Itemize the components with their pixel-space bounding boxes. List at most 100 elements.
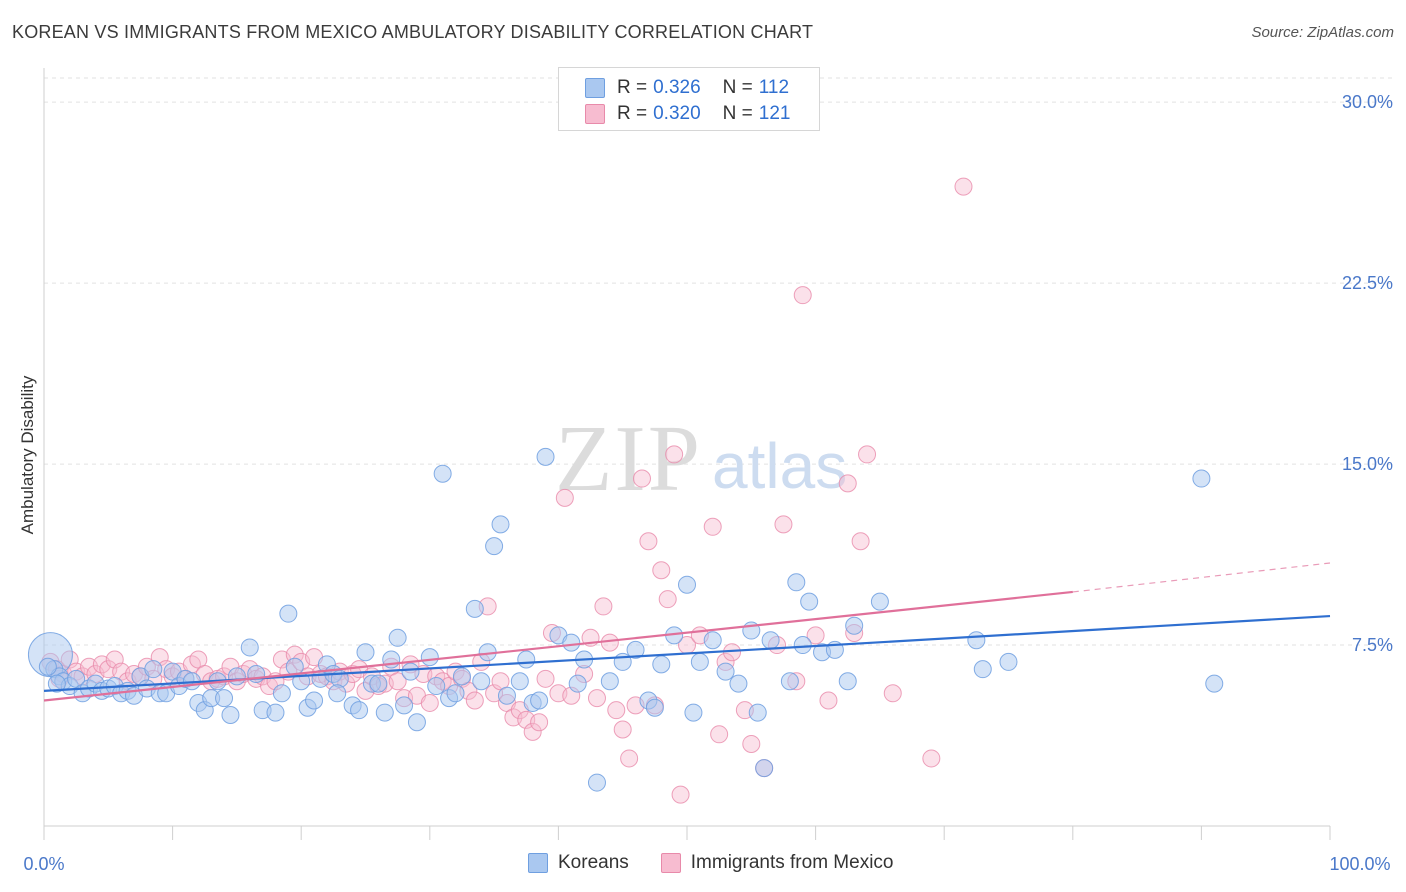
- y-tick-label: 30.0%: [1342, 92, 1393, 112]
- data-point-korean: [787, 573, 806, 592]
- legend-row-mexico: R = 0.320 N = 121: [585, 102, 790, 126]
- data-point-korean: [684, 703, 703, 722]
- legend-n-label: N =: [722, 103, 753, 124]
- data-point-korean: [600, 672, 619, 691]
- legend-swatch-mexico: [585, 104, 605, 124]
- data-point-korean: [369, 674, 388, 693]
- data-point-korean: [587, 773, 606, 792]
- data-point-mexico: [620, 749, 639, 768]
- legend-r-value-mexico: 0.320: [653, 103, 701, 124]
- y-tick-label: 7.5%: [1352, 635, 1393, 655]
- data-point-korean: [530, 691, 549, 710]
- data-point-mexico: [819, 691, 838, 710]
- x-tick-label-max: 100.0%: [1329, 854, 1390, 874]
- data-point-korean: [568, 674, 587, 693]
- data-point-korean: [485, 537, 504, 556]
- data-point-korean: [678, 575, 696, 594]
- data-point-korean: [1192, 469, 1211, 488]
- data-point-korean: [433, 464, 452, 483]
- legend-n-value-koreans: 112: [758, 77, 790, 98]
- data-point-korean: [1205, 674, 1224, 693]
- data-point-korean: [407, 713, 426, 732]
- data-point-korean: [793, 636, 812, 655]
- series-legend: Koreans Immigrants from Mexico: [528, 852, 925, 874]
- data-point-korean: [221, 706, 240, 725]
- data-point-korean: [973, 660, 992, 679]
- data-point-korean: [999, 652, 1018, 671]
- data-point-mexico: [652, 561, 671, 580]
- data-point-korean: [266, 703, 285, 722]
- series-swatch-mexico: [660, 853, 681, 873]
- legend-r-label: R =: [617, 103, 648, 124]
- data-point-korean: [491, 515, 510, 534]
- data-point-korean: [838, 672, 857, 691]
- data-point-korean: [517, 650, 536, 669]
- data-point-korean: [305, 691, 324, 710]
- data-point-mexico: [838, 474, 857, 493]
- y-tick-label: 22.5%: [1342, 273, 1393, 293]
- legend: R = 0.326 N = 112 R = 0.320 N = 121: [558, 67, 820, 131]
- data-point-mexico: [774, 515, 793, 534]
- legend-swatch-koreans: [585, 78, 605, 98]
- data-point-mexico: [793, 286, 812, 305]
- trend-line-mexico-extension: [1072, 562, 1331, 593]
- legend-r-value-koreans: 0.326: [653, 77, 701, 98]
- data-point-korean: [748, 703, 767, 722]
- data-point-korean: [645, 698, 664, 717]
- data-point-korean: [452, 667, 471, 686]
- y-tick-label: 15.0%: [1342, 454, 1393, 474]
- watermark-zip: ZIP: [555, 407, 702, 511]
- data-point-korean: [279, 604, 298, 623]
- data-point-mexico: [607, 701, 626, 720]
- data-point-korean: [227, 667, 246, 686]
- data-point-korean: [350, 701, 369, 720]
- data-point-korean: [562, 633, 581, 652]
- data-point-mexico: [420, 693, 439, 712]
- legend-n-value-mexico: 121: [758, 103, 791, 124]
- data-point-korean: [240, 638, 259, 657]
- series-koreans: [27, 447, 1224, 792]
- x-tick-label-min: 0.0%: [23, 854, 64, 874]
- data-point-mexico: [665, 445, 684, 464]
- data-point-mexico: [858, 445, 877, 464]
- series-label-koreans: Koreans: [558, 852, 629, 873]
- data-point-mexico: [594, 597, 613, 616]
- data-point-mexico: [954, 177, 973, 196]
- data-point-korean: [472, 672, 491, 691]
- data-point-mexico: [703, 517, 722, 536]
- data-point-mexico: [530, 713, 549, 732]
- watermark: ZIP atlas: [555, 407, 847, 511]
- data-point-mexico: [639, 532, 658, 551]
- data-point-mexico: [632, 469, 651, 488]
- data-point-korean: [427, 677, 446, 696]
- data-point-korean: [497, 686, 516, 705]
- data-point-korean: [690, 652, 709, 671]
- data-point-mexico: [806, 626, 825, 645]
- grid-lines: [44, 77, 1392, 646]
- data-point-korean: [716, 662, 735, 681]
- data-point-korean: [761, 631, 780, 650]
- data-point-korean: [388, 628, 407, 647]
- data-point-korean: [272, 684, 291, 703]
- data-point-korean: [465, 599, 484, 618]
- data-point-mexico: [587, 689, 606, 708]
- data-point-korean: [144, 660, 163, 679]
- data-point-mexico: [465, 691, 484, 710]
- data-point-mexico: [671, 785, 690, 804]
- data-point-korean: [703, 631, 722, 650]
- data-point-mexico: [851, 532, 870, 551]
- trend-line-mexico: [43, 590, 1073, 702]
- legend-r-label: R =: [617, 77, 648, 98]
- data-point-korean: [356, 643, 375, 662]
- tick-labels: 7.5% 15.0% 22.5% 30.0% 0.0% 100.0%: [23, 92, 1393, 874]
- data-point-mexico: [710, 725, 729, 744]
- source-label: Source: ZipAtlas.com: [1251, 24, 1394, 41]
- data-point-korean: [401, 662, 420, 681]
- series-label-mexico: Immigrants from Mexico: [690, 852, 894, 873]
- data-point-korean: [446, 684, 465, 703]
- legend-row-koreans: R = 0.326 N = 112: [585, 76, 789, 100]
- data-point-korean: [967, 631, 986, 650]
- data-point-mexico: [555, 488, 574, 507]
- data-point-mexico: [658, 590, 677, 609]
